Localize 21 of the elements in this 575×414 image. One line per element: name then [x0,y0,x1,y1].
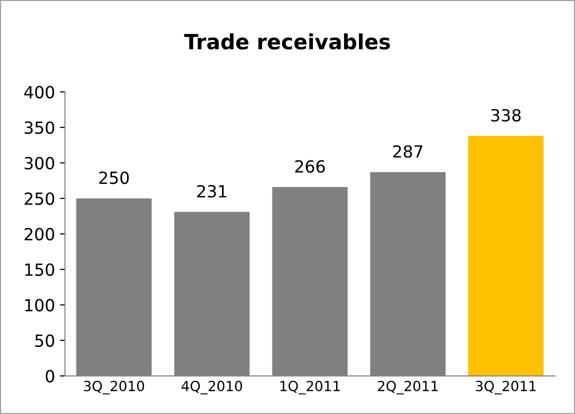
x-tick-label: 3Q_2011 [476,380,536,394]
data-label: 338 [491,108,521,122]
y-tick-label: 100 [25,298,54,312]
x-tick-label: 2Q_2011 [378,380,438,394]
data-label: 231 [197,184,226,198]
data-label: 287 [393,145,422,158]
data-label: 266 [295,160,325,173]
y-tick-label: 50 [35,334,54,347]
chart-title: Trade receivables [184,33,390,50]
y-tick-label: 250 [24,192,54,205]
x-tick-label: 3Q_2010 [84,380,144,394]
x-tick-label: 4Q_2010 [182,380,242,394]
y-tick-label: 300 [24,156,54,170]
y-tick-label: 0 [46,370,54,382]
y-tick-label: 400 [24,86,54,98]
bar [468,136,544,376]
x-tick-label: 1Q_2011 [280,380,340,394]
y-tick-label: 350 [24,121,54,134]
y-tick-label: 200 [24,228,54,240]
data-label: 250 [99,171,129,184]
y-tick-label: 150 [25,263,54,276]
